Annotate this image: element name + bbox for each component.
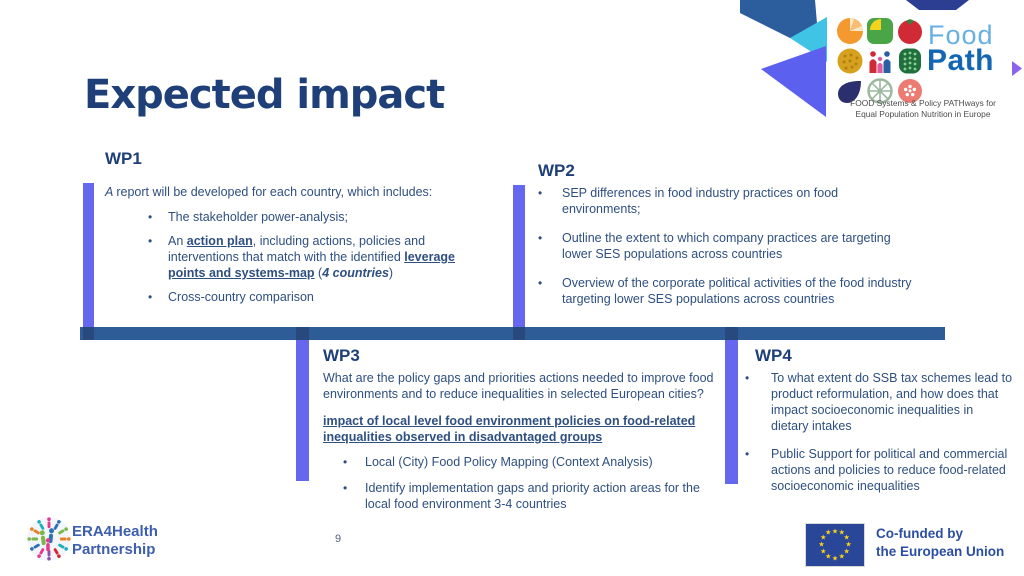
eu-funding-text2: the European Union (876, 544, 1005, 559)
bullet-icon: • (538, 231, 543, 245)
list-item: • Identify implementation gaps and prior… (343, 481, 700, 511)
wp4-section: • To what extent do SSB tax schemes lead… (745, 370, 1013, 506)
wp1-intro: A report will be developed for each coun… (105, 185, 433, 199)
eu-funding-text: Co-funded by (876, 526, 963, 541)
eu-star-icon: ★ (831, 555, 839, 562)
bar-intersection (513, 327, 525, 340)
eu-star-icon: ★ (825, 553, 832, 561)
foodpath-word-path: Path (927, 44, 995, 77)
era4health-logo-text: ERA4Health (72, 523, 158, 540)
list-item: • Public Support for political and comme… (745, 447, 1008, 493)
list-item: • Outline the extent to which company pr… (538, 231, 891, 261)
era4health-globe-icon (27, 517, 71, 561)
wp3-bullet-list: • Local (City) Food Policy Mapping (Cont… (343, 454, 717, 512)
foodpath-tagline-line2: Equal Population Nutrition in Europe (855, 109, 991, 120)
foodpath-word-food: Food (928, 20, 994, 50)
bullet-icon: • (745, 371, 750, 385)
family-icon (869, 51, 891, 73)
eu-flag-icon: ★ ★ ★ ★ ★ ★ ★ ★ ★ ★ ★ ★ (805, 523, 865, 567)
foodpath-tagline: FOOD Systems & Policy PATHways for Equal… (826, 98, 1020, 120)
flower-berry-icon (898, 79, 922, 103)
bullet-icon: • (745, 447, 750, 461)
eu-star-icon: ★ (838, 529, 845, 537)
wp3-highlight: impact of local level food environment p… (323, 414, 696, 444)
bullet-icon: • (148, 234, 153, 248)
eu-star-icon: ★ (845, 541, 852, 549)
bullet-icon: • (148, 290, 153, 304)
fig-icon (837, 48, 863, 74)
bar-intersection (83, 327, 94, 340)
list-item: • Cross-country comparison (148, 290, 314, 304)
bullet-icon: • (538, 276, 543, 290)
wp3-accent-bar (296, 340, 309, 481)
pea-icon (867, 18, 893, 44)
foodpath-logo-grid (836, 17, 924, 105)
wp1-bullet-list: • The stakeholder power-analysis; • An a… (148, 209, 493, 305)
era4health-logo-text2: Partnership (72, 541, 156, 558)
eu-star-icon: ★ (843, 548, 850, 556)
decorative-pentagon (906, 0, 969, 10)
page-number: 9 (335, 533, 342, 545)
slide-title: Expected impact (84, 72, 445, 118)
bullet-icon: • (343, 481, 348, 495)
wp1-section: A report will be developed for each coun… (105, 184, 493, 313)
wp2-section: • SEP differences in food industry pract… (538, 185, 912, 320)
eu-star-icon: ★ (820, 548, 827, 556)
list-item: • Local (City) Food Policy Mapping (Cont… (343, 455, 653, 469)
list-item: • An action plan, including actions, pol… (148, 234, 455, 280)
list-item: • Overview of the corporate political ac… (538, 276, 912, 306)
eu-star-icon: ★ (820, 534, 827, 542)
list-item: • The stakeholder power-analysis; (148, 210, 348, 224)
bar-intersection (725, 327, 738, 340)
decorative-triangles (740, 0, 827, 117)
eu-star-icon: ★ (838, 553, 845, 561)
wp3-heading: WP3 (323, 346, 360, 365)
wp4-heading: WP4 (755, 346, 792, 365)
eu-star-icon: ★ (818, 541, 825, 549)
wp1-accent-bar (83, 183, 94, 327)
wp4-accent-bar (725, 340, 738, 484)
orange-slice-icon (837, 18, 863, 44)
wp3-section: What are the policy gaps and priorities … (323, 370, 717, 522)
corn-icon (899, 48, 921, 74)
wp2-accent-bar (513, 185, 525, 327)
list-item: • SEP differences in food industry pract… (538, 186, 839, 216)
bullet-icon: • (538, 186, 543, 200)
wp2-heading: WP2 (538, 161, 575, 180)
bullet-icon: • (343, 455, 348, 469)
foodpath-arrow-icon (1012, 61, 1022, 76)
wp3-intro: What are the policy gaps and priorities … (323, 371, 714, 401)
wp1-heading: WP1 (105, 149, 142, 168)
eggplant-icon (838, 80, 861, 103)
eu-star-icon: ★ (843, 534, 850, 542)
foodpath-tagline-line1: FOOD Systems & Policy PATHways for (850, 98, 996, 108)
eu-star-icon: ★ (831, 528, 839, 535)
eu-star-icon: ★ (825, 529, 832, 537)
citrus-wheel-icon (867, 78, 893, 104)
bar-intersection (296, 327, 309, 340)
bullet-icon: • (148, 210, 153, 224)
tomato-icon (898, 19, 922, 44)
list-item: • To what extent do SSB tax schemes lead… (745, 371, 1013, 433)
